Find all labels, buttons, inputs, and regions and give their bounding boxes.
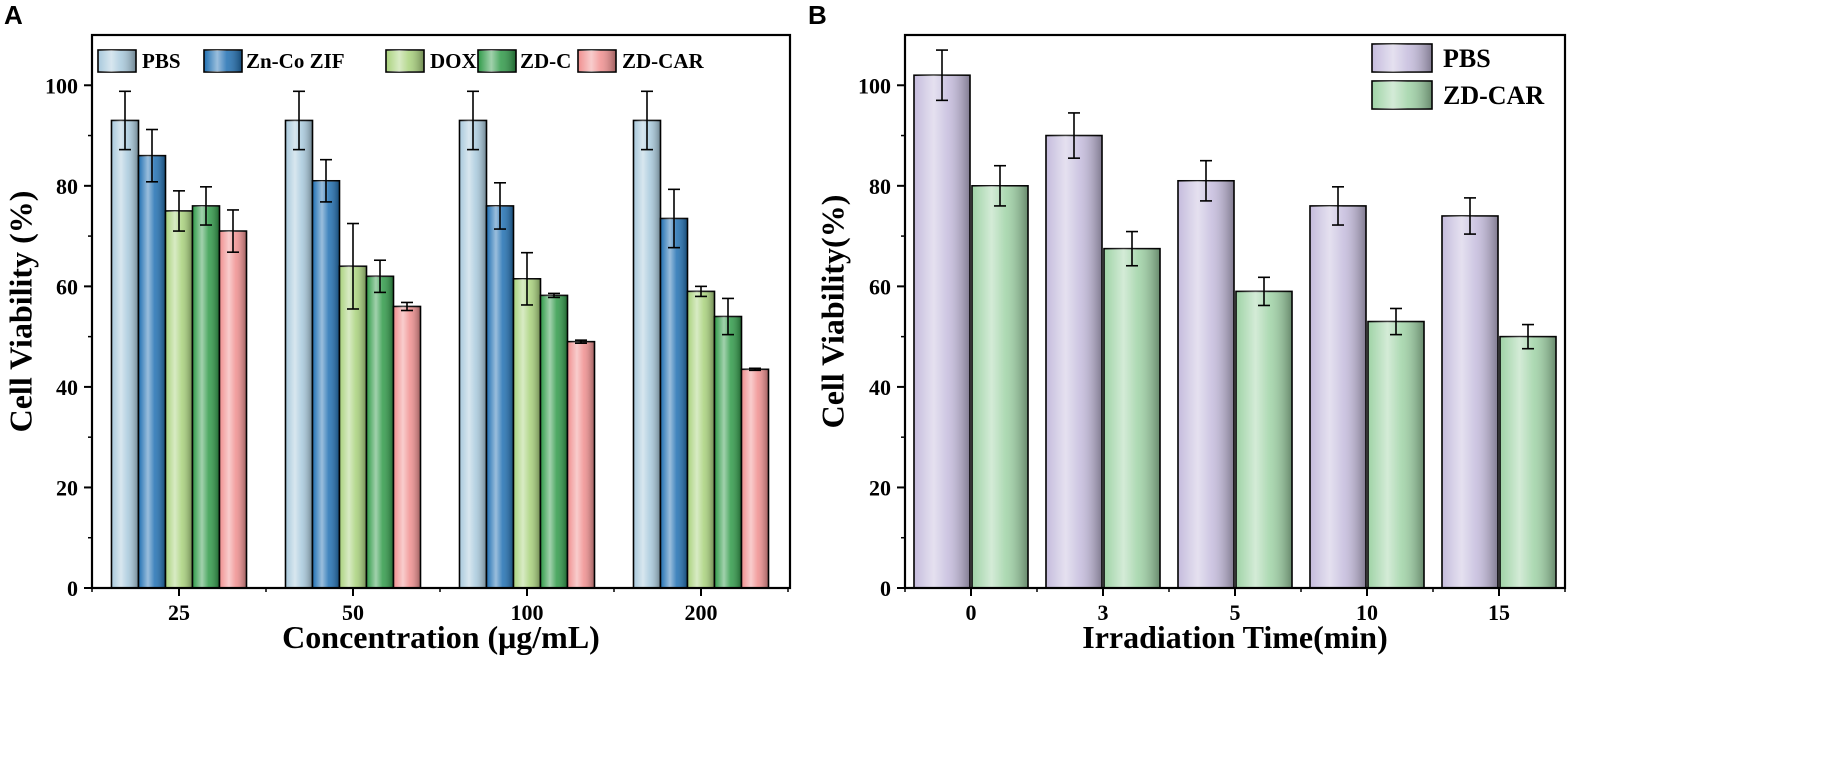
- panel-a-bar-shade: [285, 120, 313, 589]
- panel-b-ytick-label: 0: [880, 576, 891, 601]
- panel-b-bar-shade: [1368, 321, 1424, 588]
- panel-a-bar-shade: [660, 218, 688, 588]
- panel-b-bar-shade: [1104, 248, 1160, 588]
- panel-b-bar-shade: [914, 75, 970, 588]
- panel-a-bar-shade: [366, 276, 394, 588]
- panel-a-legend-label: PBS: [142, 49, 181, 73]
- panel-b-legend-label: ZD-CAR: [1443, 81, 1544, 110]
- panel-a-xlabel: Concentration (μg/mL): [282, 619, 600, 655]
- panel-b: B 0 20 40 60 80 100 0 3 5 10 15 Irradiation Time(min…: [808, 0, 1567, 655]
- panel-a-legend-label: ZD-CAR: [622, 49, 704, 73]
- panel-a-bar-shade: [633, 120, 661, 589]
- panel-b-ytick-label: 60: [869, 274, 891, 299]
- panel-a-legend-label: ZD-C: [520, 49, 571, 73]
- panel-b-xlabel: Irradiation Time(min): [1082, 619, 1387, 655]
- panel-a-xtick-label: 25: [168, 600, 190, 625]
- panel-a-ylabel: Cell Viability (%): [2, 191, 38, 433]
- panel-a-legend-swatch-shade: [578, 50, 616, 72]
- panel-b-xtick-label: 15: [1488, 600, 1510, 625]
- panel-a-bar-shade: [741, 369, 769, 588]
- panel-b-ytick-label: 20: [869, 475, 891, 500]
- panel-a-legend-swatch-shade: [478, 50, 516, 72]
- panel-a-xtick-label: 50: [342, 600, 364, 625]
- panel-a-legend-label: DOX: [430, 49, 477, 73]
- panel-a-legend-swatch-shade: [204, 50, 242, 72]
- panel-a-ytick-label: 80: [56, 174, 78, 199]
- panel-a: A 0 20 40 60 80 100 25 50 100 200 Concentration (μg…: [2, 0, 792, 655]
- panel-a-bar-shade: [339, 266, 367, 588]
- panel-a-label: A: [4, 0, 23, 30]
- panel-b-ylabel: Cell Viability(%): [814, 195, 850, 429]
- panel-b-xtick-label: 0: [966, 600, 977, 625]
- panel-b-bar-shade: [1178, 180, 1234, 589]
- panel-a-bar-shade: [312, 180, 340, 589]
- panel-b-xtick-label: 5: [1230, 600, 1241, 625]
- panel-a-ytick-label: 20: [56, 475, 78, 500]
- panel-a-ytick-label: 60: [56, 274, 78, 299]
- panel-a-ytick-label: 100: [45, 73, 78, 98]
- panel-a-ytick-label: 40: [56, 375, 78, 400]
- panel-b-legend-swatch-shade: [1372, 81, 1432, 109]
- panel-a-bar-shade: [393, 306, 421, 588]
- panel-a-bar-shade: [459, 120, 487, 589]
- panel-a-bar-shade: [687, 291, 715, 588]
- panel-a-frame: [90, 33, 792, 590]
- panel-b-ytick-label: 80: [869, 174, 891, 199]
- panel-b-ytick-label: 40: [869, 375, 891, 400]
- panel-a-xtick-label: 100: [511, 600, 544, 625]
- panel-b-label: B: [808, 0, 827, 30]
- panel-b-xtick-label: 3: [1098, 600, 1109, 625]
- panel-a-bar-shade: [165, 210, 193, 589]
- panel-a-legend-swatch-shade: [386, 50, 424, 72]
- panel-b-bar-shade: [1442, 215, 1498, 588]
- panel-a-legend-label: Zn-Co ZIF: [246, 49, 345, 73]
- panel-a-bar-shade: [111, 120, 139, 589]
- panel-a-legend-swatch-shade: [98, 50, 136, 72]
- panel-b-bar-shade: [1046, 135, 1102, 588]
- panel-a-xtick-label: 200: [685, 600, 718, 625]
- panel-a-bar-shade: [714, 316, 742, 588]
- panel-b-bar-shade: [1310, 205, 1366, 588]
- panel-a-bar-shade: [138, 155, 166, 588]
- panel-a-bar-shade: [567, 341, 595, 588]
- panel-b-ytick-label: 100: [858, 73, 891, 98]
- panel-a-bar-shade: [513, 278, 541, 588]
- panel-b-bar-shade: [1500, 336, 1556, 588]
- panel-a-bar-shade: [540, 295, 568, 588]
- panel-a-bar-shade: [219, 231, 247, 588]
- panel-b-legend-swatch-shade: [1372, 44, 1432, 72]
- panel-b-bar-shade: [1236, 291, 1292, 588]
- panel-a-bar-shade: [486, 205, 514, 588]
- panel-a-bar-shade: [192, 205, 220, 588]
- panel-b-bar-shade: [972, 185, 1028, 588]
- panel-a-ytick-label: 0: [67, 576, 78, 601]
- panel-b-xtick-label: 10: [1356, 600, 1378, 625]
- panel-b-legend-label: PBS: [1443, 44, 1491, 73]
- panel-b-frame: [903, 33, 1567, 590]
